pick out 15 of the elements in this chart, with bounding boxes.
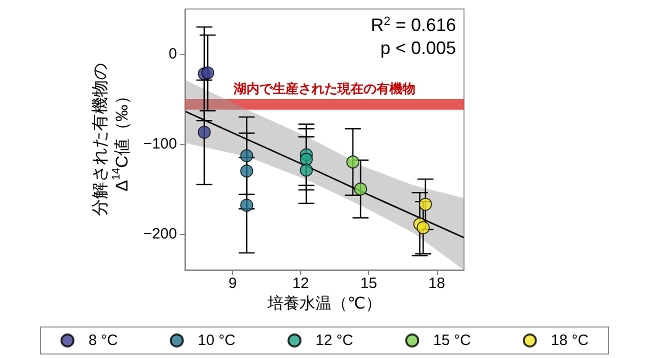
x-tick-label: 15	[360, 275, 378, 292]
x-tick-label: 18	[428, 275, 446, 292]
x-axis-title: 培養水温（℃）	[266, 294, 382, 312]
legend-label: 15 °C	[433, 332, 472, 349]
y-tick-label: 0	[168, 46, 177, 62]
legend-label: 10 °C	[198, 332, 236, 349]
band-label: 湖内で生産された現在の有機物	[232, 81, 416, 96]
legend-label: 12 °C	[315, 332, 354, 349]
x-tick-label: 12	[292, 275, 310, 292]
annotation: p < 0.005	[380, 38, 456, 58]
y-tick-label: −100	[143, 136, 177, 152]
y-tick-label: −200	[143, 226, 177, 242]
x-tick-label: 9	[228, 275, 237, 292]
legend-label: 18 °C	[550, 332, 589, 349]
legend-label: 8 °C	[88, 332, 118, 349]
